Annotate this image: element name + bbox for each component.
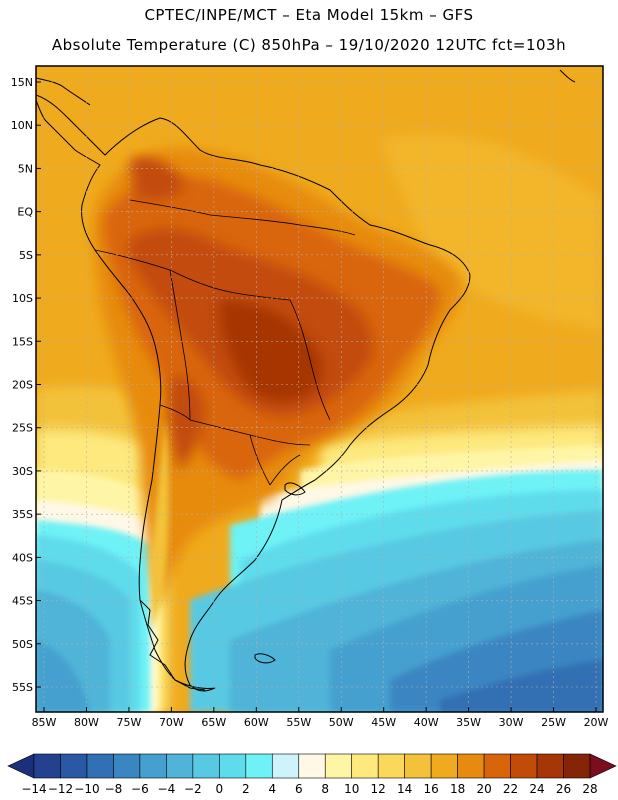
colorbar-swatch bbox=[60, 753, 88, 779]
colorbar-label: 6 bbox=[295, 782, 303, 796]
lat-label: 5N bbox=[18, 162, 33, 175]
colorbar-swatch bbox=[166, 753, 194, 779]
colorbar-swatch bbox=[430, 753, 458, 779]
map-frame bbox=[35, 65, 604, 713]
colorbar-label: 12 bbox=[371, 782, 386, 796]
colorbar-label: 4 bbox=[268, 782, 276, 796]
colorbar-label: −6 bbox=[131, 782, 149, 796]
colorbar-label: 22 bbox=[503, 782, 518, 796]
colorbar-swatch bbox=[113, 753, 141, 779]
lat-label: EQ bbox=[17, 206, 33, 219]
colorbar-over-arrow bbox=[589, 753, 617, 779]
colorbar-swatch bbox=[351, 753, 379, 779]
country-borders bbox=[94, 199, 356, 486]
lon-label: 40W bbox=[414, 716, 439, 729]
lon-label: 45W bbox=[371, 716, 396, 729]
colorbar-swatch bbox=[86, 753, 114, 779]
colorbar-label: 26 bbox=[556, 782, 571, 796]
coastlines bbox=[36, 69, 576, 692]
colorbar-swatch bbox=[139, 753, 167, 779]
colorbar-swatch bbox=[298, 753, 326, 779]
lat-label: 10S bbox=[12, 292, 33, 305]
colorbar-swatch bbox=[483, 753, 511, 779]
colorbar-label: 28 bbox=[582, 782, 597, 796]
colorbar-label: −2 bbox=[184, 782, 202, 796]
colorbar-swatch bbox=[563, 753, 591, 779]
temperature-field bbox=[36, 66, 603, 712]
longitude-labels: 85W 80W 75W 70W 65W 60W 55W 50W 45W 40W 35W 30W 25W 2… bbox=[32, 707, 609, 729]
colorbar-swatch bbox=[219, 753, 247, 779]
lat-label: 20S bbox=[12, 379, 33, 392]
colorbar bbox=[7, 753, 617, 779]
map-title: CPTEC/INPE/MCT – Eta Model 15km – GFS bbox=[144, 6, 474, 24]
lat-label: 25S bbox=[12, 422, 33, 435]
lat-label: 40S bbox=[12, 551, 33, 564]
colorbar-swatch bbox=[457, 753, 485, 779]
colorbar-labels: −14 −12 −10 −8 −6 −4 −2 0 2 4 6 8 10 12 14 16 18 20 22 24 26… bbox=[21, 782, 597, 796]
lat-label: 5S bbox=[19, 249, 33, 262]
map-subtitle: Absolute Temperature (C) 850hPa – 19/10/… bbox=[51, 36, 567, 54]
colorbar-label: −14 bbox=[21, 782, 46, 796]
colorbar-label: 10 bbox=[344, 782, 359, 796]
lon-label: 80W bbox=[74, 716, 99, 729]
colorbar-swatch bbox=[536, 753, 564, 779]
lon-label: 70W bbox=[159, 716, 184, 729]
colorbar-swatch bbox=[377, 753, 405, 779]
lon-label: 20W bbox=[584, 716, 609, 729]
lon-label: 30W bbox=[499, 716, 524, 729]
colorbar-label: −12 bbox=[48, 782, 73, 796]
colorbar-label: 20 bbox=[476, 782, 491, 796]
colorbar-label: −4 bbox=[158, 782, 176, 796]
colorbar-label: 18 bbox=[450, 782, 465, 796]
colorbar-swatch bbox=[324, 753, 353, 779]
colorbar-swatch bbox=[192, 753, 220, 779]
colorbar-label: −8 bbox=[105, 782, 123, 796]
colorbar-swatch bbox=[404, 753, 432, 779]
latitude-labels: 15N 10N 5N EQ 5S 10S 15S 20S 25S 30S 35S 40S 45S 50S 5… bbox=[11, 76, 41, 694]
lat-label: 15N bbox=[11, 76, 33, 89]
lat-label: 35S bbox=[12, 508, 33, 521]
colorbar-label: 2 bbox=[242, 782, 250, 796]
lat-label: 50S bbox=[12, 638, 33, 651]
colorbar-label: 14 bbox=[397, 782, 412, 796]
lon-label: 85W bbox=[32, 716, 57, 729]
lon-label: 35W bbox=[456, 716, 481, 729]
lat-label: 55S bbox=[12, 681, 33, 694]
colorbar-swatch bbox=[510, 753, 538, 779]
colorbar-swatch bbox=[245, 753, 273, 779]
lat-label: 15S bbox=[12, 335, 33, 348]
lon-label: 60W bbox=[244, 716, 269, 729]
colorbar-label: 24 bbox=[529, 782, 544, 796]
lat-label: 30S bbox=[12, 465, 33, 478]
colorbar-label: −10 bbox=[74, 782, 99, 796]
colorbar-label: 16 bbox=[424, 782, 439, 796]
lon-label: 25W bbox=[541, 716, 566, 729]
colorbar-under-arrow bbox=[7, 753, 35, 779]
lon-label: 75W bbox=[116, 716, 141, 729]
lon-label: 55W bbox=[286, 716, 311, 729]
colorbar-label: 8 bbox=[321, 782, 329, 796]
lon-label: 65W bbox=[201, 716, 226, 729]
lat-label: 45S bbox=[12, 595, 33, 608]
lat-label: 10N bbox=[11, 119, 33, 132]
colorbar-swatch bbox=[33, 753, 61, 779]
colorbar-label: 0 bbox=[216, 782, 224, 796]
lon-label: 50W bbox=[329, 716, 354, 729]
colorbar-swatch bbox=[271, 753, 300, 779]
